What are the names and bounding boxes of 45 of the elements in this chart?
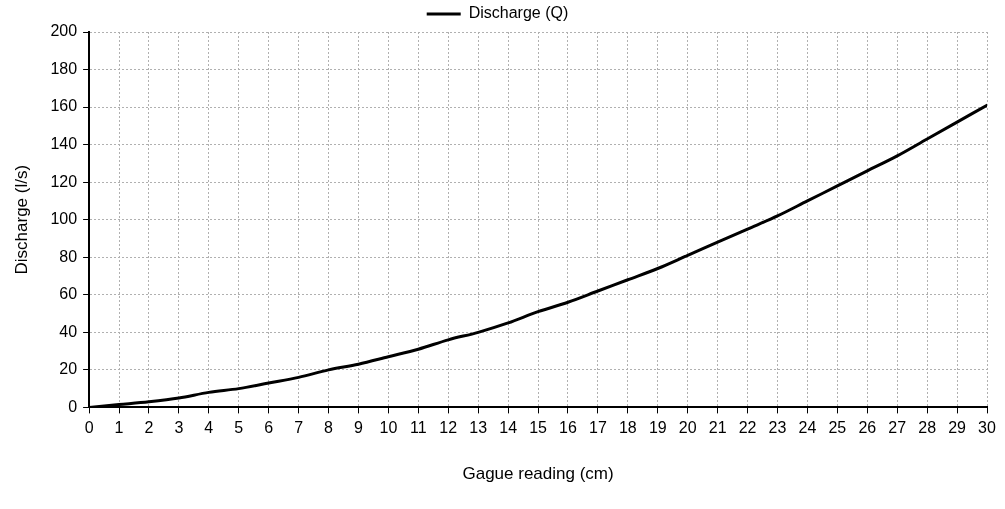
x-tick-label: 8: [324, 419, 334, 437]
y-tick-label: 100: [50, 210, 78, 228]
x-tick-label: 27: [888, 419, 907, 437]
x-tick-label: 26: [858, 419, 877, 437]
y-axis-title: Discharge (l/s): [11, 164, 31, 275]
x-tick-label: 11: [410, 419, 427, 437]
x-tick-label: 13: [469, 419, 488, 437]
x-tick-label: 12: [439, 419, 458, 437]
x-tick-label: 2: [144, 419, 154, 437]
y-tick-label: 80: [59, 247, 78, 265]
y-tick-label: 160: [50, 97, 78, 115]
x-tick-label: 23: [768, 419, 787, 437]
legend-label: Discharge (Q): [468, 4, 569, 22]
x-tick-label: 30: [978, 419, 996, 437]
y-tick-label: 60: [59, 285, 78, 303]
y-tick-label: 0: [68, 397, 78, 415]
y-tick-label: 180: [50, 59, 78, 77]
x-tick-label: 17: [589, 419, 607, 437]
y-tick-label: 40: [59, 322, 78, 340]
x-tick-label: 4: [204, 419, 214, 437]
x-tick-label: 24: [798, 419, 817, 437]
x-tick-label: 18: [618, 419, 637, 437]
x-tick-label: 1: [114, 419, 124, 437]
x-tick-label: 10: [379, 419, 398, 437]
x-tick-label: 25: [828, 419, 847, 437]
x-tick-label: 19: [648, 419, 667, 437]
x-axis-title: Gague reading (cm): [462, 464, 614, 484]
x-tick-label: 16: [559, 419, 577, 437]
x-tick-label: 9: [354, 419, 364, 437]
x-tick-label: 29: [948, 419, 967, 437]
x-tick-label: 5: [234, 419, 244, 437]
x-tick-label: 15: [529, 419, 548, 437]
x-tick-label: 28: [918, 419, 937, 437]
x-tick-label: 20: [678, 419, 697, 437]
x-tick-label: 21: [708, 419, 727, 437]
x-tick-label: 6: [264, 419, 274, 437]
x-tick-label: 14: [499, 419, 518, 437]
x-tick-label: 22: [738, 419, 757, 437]
x-tick-label: 3: [174, 419, 184, 437]
y-tick-label: 20: [59, 360, 78, 378]
x-tick-label: 0: [84, 419, 94, 437]
y-tick-label: 120: [50, 172, 78, 190]
y-tick-label: 140: [50, 135, 78, 153]
x-tick-label: 7: [294, 419, 304, 437]
y-tick-label: 200: [50, 22, 78, 40]
